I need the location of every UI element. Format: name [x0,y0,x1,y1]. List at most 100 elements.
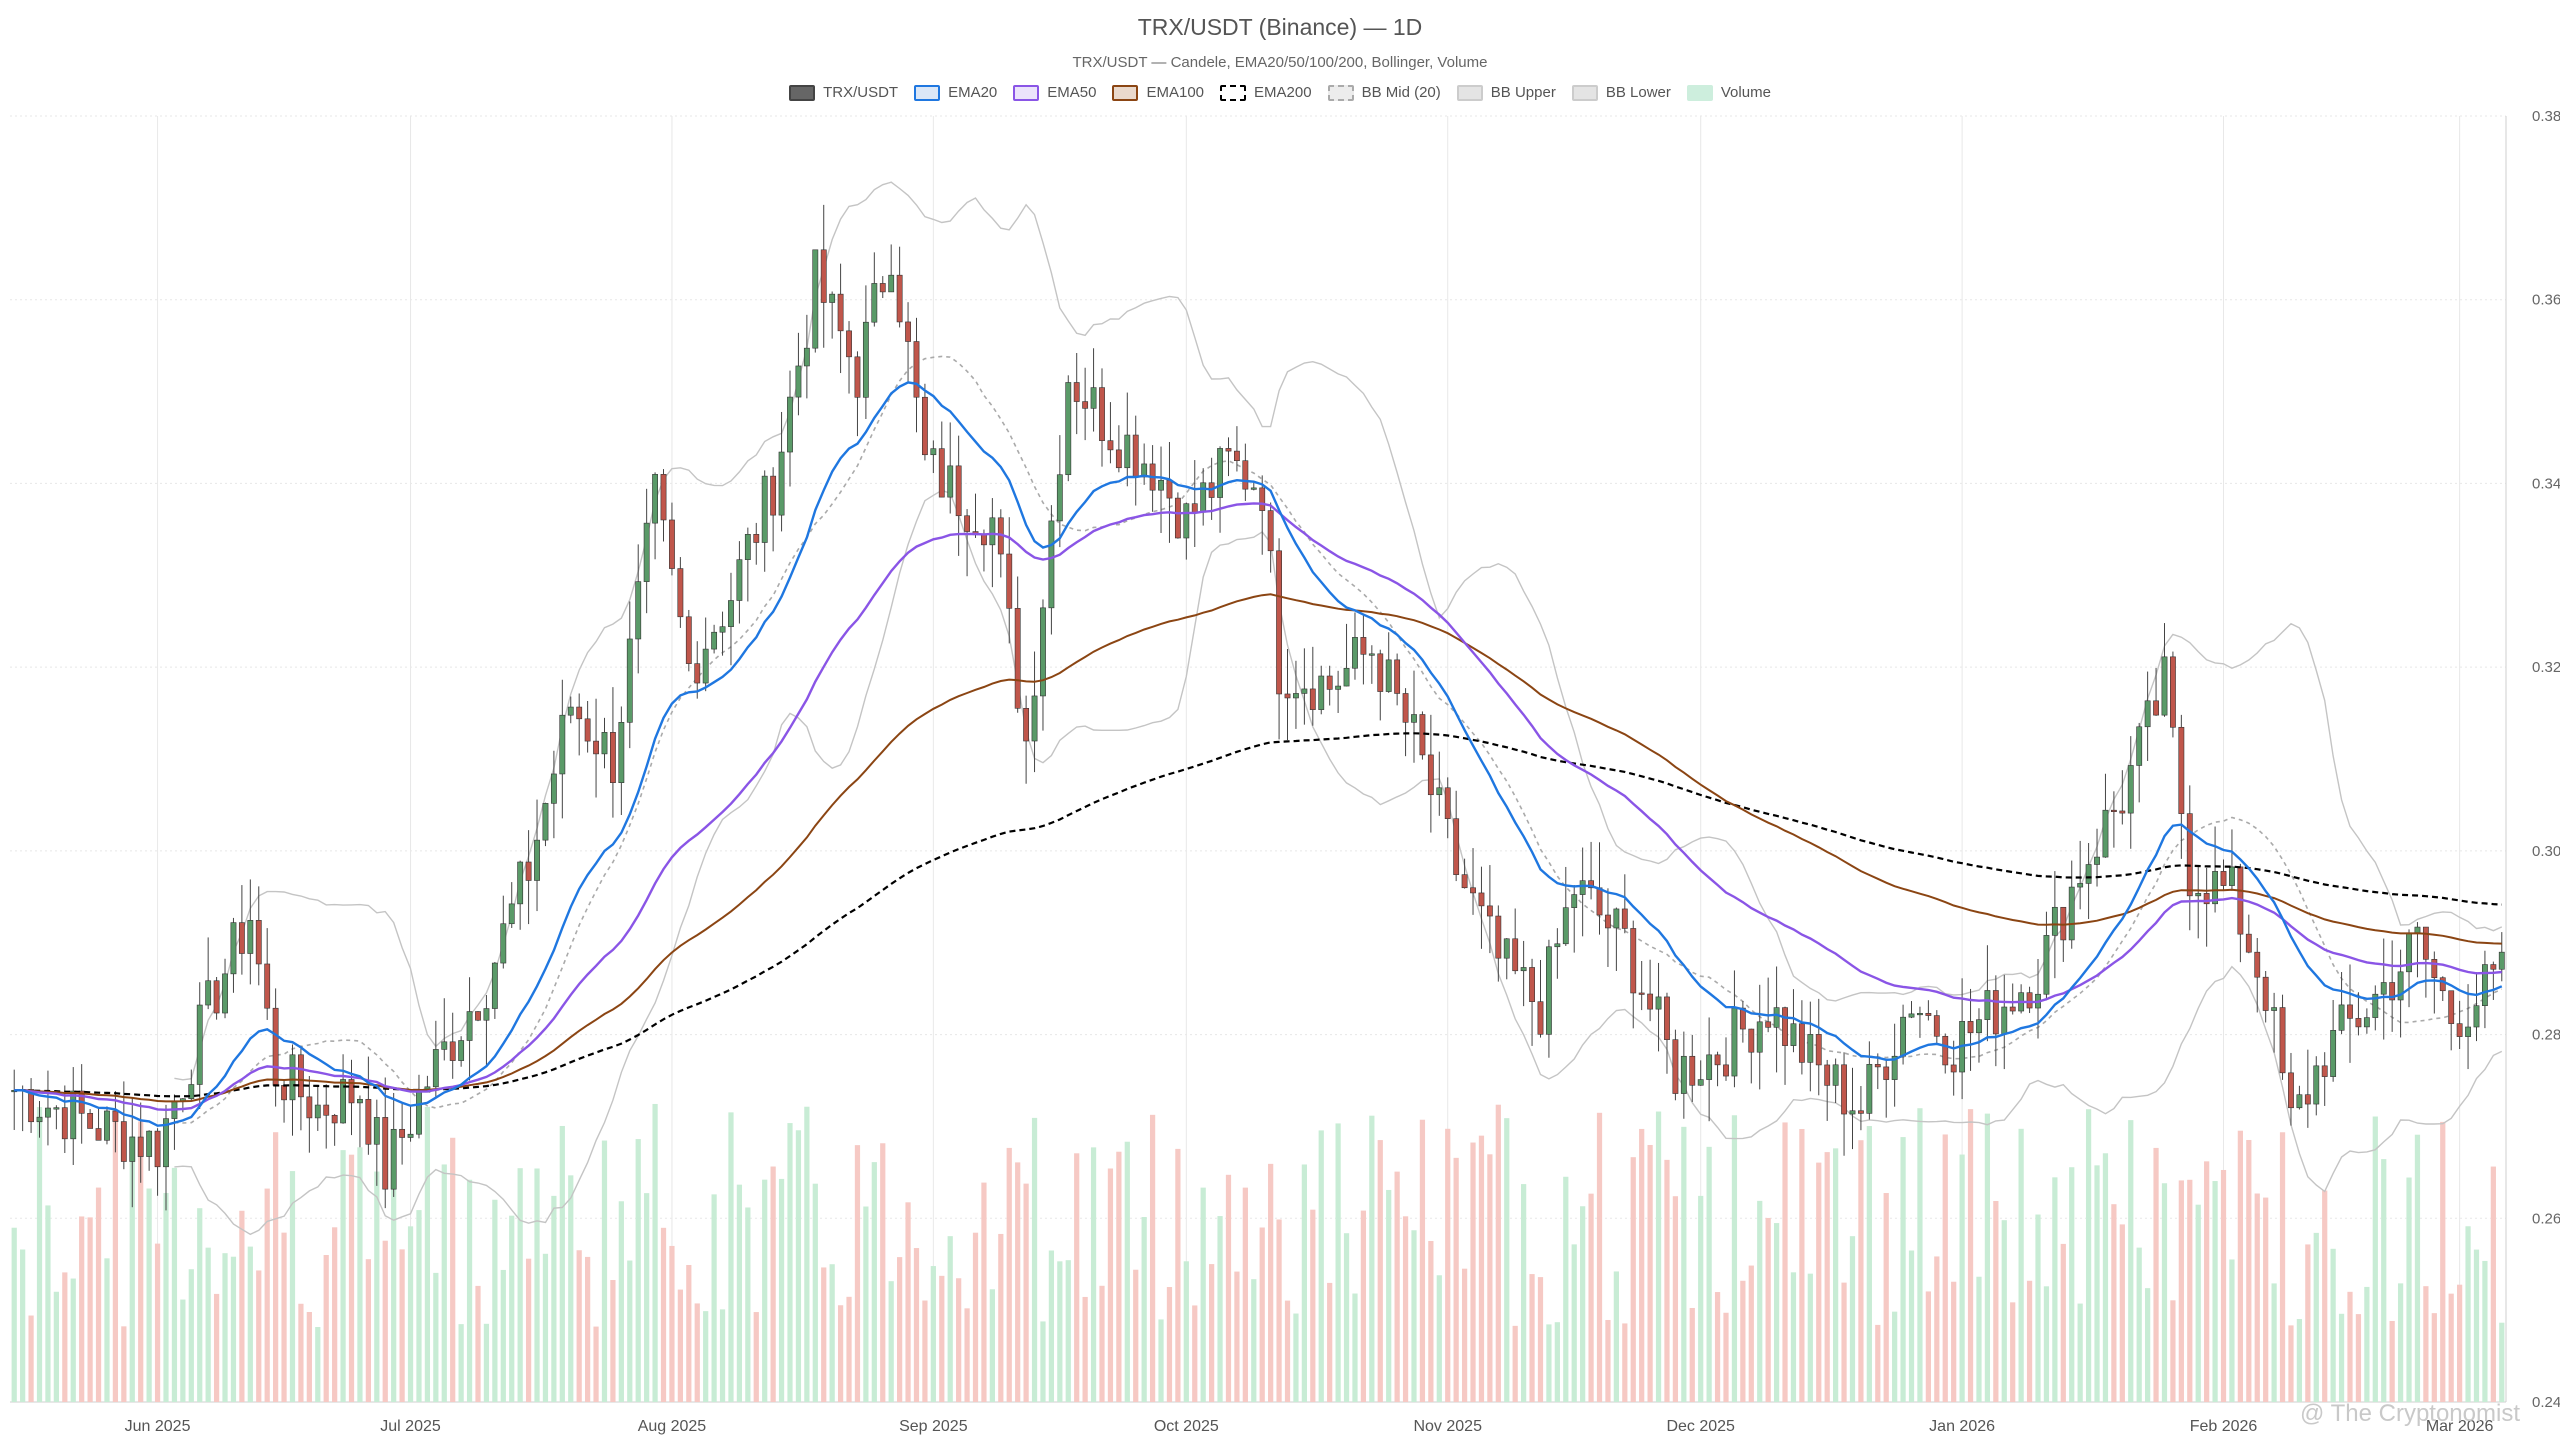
volume-bar [2246,1139,2252,1402]
volume-bar [1023,1183,1029,1402]
legend-item[interactable]: Volume [1686,84,1771,101]
candle-body [1352,637,1358,669]
candle-body [626,638,633,723]
volume-bar [332,1227,338,1402]
candle-body [314,1104,321,1119]
volume-bar [1183,1261,1189,1402]
volume-bar [1866,1126,1872,1402]
chart-subtitle: TRX/USDT — Candele, EMA20/50/100/200, Bo… [1072,54,1488,71]
volume-bar [1959,1154,1965,1402]
volume-bar [897,1257,903,1402]
candle-body [787,396,793,453]
volume-bar [1335,1123,1341,1402]
volume-bar [1419,1119,1426,1402]
volume-bar [1209,1264,1215,1402]
candle-body [694,663,701,684]
volume-bar [762,1179,768,1402]
candle-body [2347,1004,2353,1019]
candle-body [2136,726,2143,766]
candle-body [1529,967,1535,1002]
volume-bar [913,1248,920,1402]
candle-body [272,1007,279,1086]
volume-bar [483,1323,490,1402]
volume-bar [1681,1126,1687,1402]
legend-item[interactable]: BB Lower [1571,84,1671,101]
volume-bar [854,1145,861,1402]
volume-bar [2305,1244,2311,1402]
volume-bar [635,1139,641,1402]
volume-bar [129,1136,135,1402]
candle-body [340,1079,346,1124]
candle-body [1967,1021,1974,1034]
y-tick-label: 0.38 [2532,108,2560,125]
volume-bar [1841,1282,1847,1402]
volume-bar [2288,1325,2294,1402]
candle-body [331,1114,338,1124]
candle-body [1309,688,1316,710]
volume-bar [1369,1115,1375,1402]
legend-item[interactable]: EMA200 [1220,84,1312,101]
candle-body [1748,1028,1755,1053]
volume-bar [1807,1273,1813,1402]
volume-bar [669,1245,675,1402]
y-tick-label: 0.30 [2532,843,2560,860]
volume-bar [323,1255,329,1402]
candle-body [2313,1065,2320,1105]
legend-label: Volume [1720,84,1771,101]
volume-bar [433,1272,439,1402]
candle-body [2304,1094,2311,1105]
volume-bar [753,1312,759,1402]
legend-item[interactable]: BB Mid (20) [1327,84,1441,101]
candle-body [2288,1072,2294,1109]
volume-bar [719,1309,726,1402]
candle-body [736,559,743,601]
candle-body [744,534,751,560]
volume-bar [1276,1219,1282,1402]
volume-bar [711,1194,717,1402]
legend-item[interactable]: EMA20 [914,84,997,101]
candle-body [2262,976,2269,1011]
volume-bar [407,1226,414,1402]
volume-bar [2018,1128,2024,1402]
volume-bar [1453,1157,1459,1402]
candle-body [2001,1006,2008,1035]
volume-bar [306,1311,312,1402]
volume-bar [1757,1200,1763,1402]
volume-bar [171,1167,178,1402]
candle-body [2094,856,2100,865]
volume-bar [1082,1296,1088,1402]
candle-body [1807,1034,1814,1063]
candle-body [1824,1064,1831,1086]
candle-body [323,1104,330,1116]
candle-body [357,1099,363,1104]
ema20-line [14,381,2503,1127]
legend-item[interactable]: EMA100 [1112,84,1204,101]
candle-body [913,341,920,398]
volume-bar [2457,1284,2463,1402]
candle-body [964,515,970,532]
volume-bar [138,1121,144,1402]
candle-body [382,1117,389,1190]
volume-bar [1040,1321,1046,1402]
volume-bar [525,1258,532,1402]
legend-item[interactable]: TRX/USDT [789,84,898,101]
candle-body [2212,871,2218,905]
volume-bar [281,1232,287,1402]
volume-bar [2119,1224,2125,1402]
legend-item[interactable]: EMA50 [1013,84,1096,101]
volume-bar [2364,1286,2370,1402]
volume-bar [2001,1220,2007,1402]
candle-body [1495,915,1502,959]
volume-bar [1546,1324,1552,1402]
volume-bar [618,1201,624,1402]
legend-item[interactable]: BB Upper [1456,84,1556,101]
volume-bar [837,1305,844,1402]
candle-body [2338,1004,2345,1031]
candle-body [1276,550,1282,695]
volume-bar [2187,1179,2193,1402]
volume-bar [357,1147,363,1402]
y-tick-label: 0.28 [2532,1027,2560,1044]
candle-body [2026,992,2033,1009]
volume-bar [2237,1130,2243,1402]
candle-body [761,475,768,543]
